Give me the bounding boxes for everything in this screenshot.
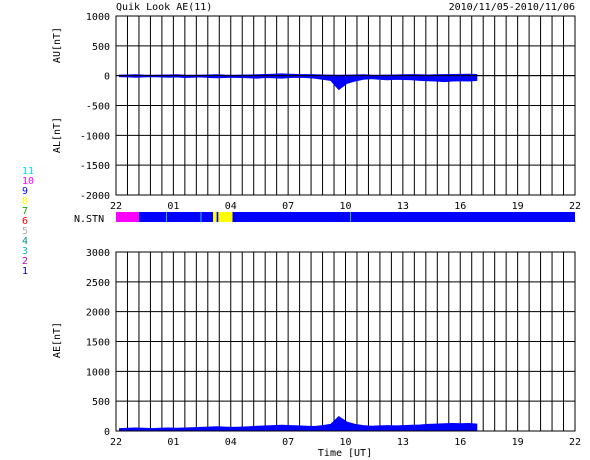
station-segment-11 (350, 212, 351, 222)
station-segment-8 (218, 212, 233, 222)
au-al-y-tick-labels: 1000 500 0 -500 -1000 -1500 -2000 (80, 12, 110, 202)
station-segment-11 (200, 212, 202, 222)
y-tick-label: 2000 (86, 308, 110, 319)
station-count-bar (116, 212, 575, 222)
station-segment-9 (166, 212, 201, 222)
y-tick-label: 0 (104, 427, 110, 438)
station-level-3: 3 (22, 246, 28, 257)
y-tick-label: 2500 (86, 278, 110, 289)
station-segment-8 (213, 212, 217, 222)
y-tick-label: 1000 (86, 12, 110, 23)
date-range: 2010/11/05-2010/11/06 (449, 2, 575, 13)
au-al-panel: 1000 500 0 -500 -1000 -1500 -2000 22 01 04 07 10 13… (52, 12, 581, 212)
station-level-4: 4 (22, 236, 28, 247)
y-tick-label: 0 (104, 72, 110, 83)
series-al-area (119, 75, 478, 91)
station-segment-9 (201, 212, 214, 222)
station-level-11: 11 (22, 166, 34, 177)
y-tick-label: -1500 (80, 161, 110, 172)
x-tick-label: 07 (282, 437, 294, 448)
ae-grid (115, 251, 576, 432)
au-al-x-tick-labels: 22 01 04 07 10 13 16 19 22 (110, 201, 581, 212)
y-tick-label: 1000 (86, 367, 110, 378)
station-level-2: 2 (22, 256, 28, 267)
station-segment-10 (116, 212, 139, 222)
station-segment-11 (166, 212, 167, 222)
y-tick-label: -500 (86, 102, 110, 113)
station-level-6: 6 (22, 216, 28, 227)
y-tick-label: 3000 (86, 248, 110, 259)
x-tick-label: 07 (282, 201, 294, 212)
x-tick-label: 22 (569, 201, 581, 212)
au-al-grid (115, 15, 576, 196)
x-tick-label: 13 (397, 437, 409, 448)
station-level-5: 5 (22, 226, 28, 237)
x-tick-label: 10 (339, 201, 351, 212)
au-al-data (116, 73, 575, 91)
x-tick-label: 01 (167, 437, 179, 448)
x-tick-label: 22 (110, 201, 122, 212)
series-ae-area (119, 416, 478, 432)
y-tick-label: -1000 (80, 131, 110, 142)
ae-x-tick-labels: 22 01 04 07 10 13 16 19 22 (110, 437, 581, 448)
x-tick-label: 04 (225, 437, 237, 448)
x-tick-label: 04 (225, 201, 237, 212)
station-segment-9 (216, 212, 219, 222)
x-tick-label: 16 (454, 201, 466, 212)
y-tick-label: 500 (92, 42, 110, 53)
station-level-10: 10 (22, 176, 34, 187)
station-level-9: 9 (22, 186, 28, 197)
x-tick-label: 22 (110, 437, 122, 448)
x-tick-label: 10 (339, 437, 351, 448)
al-axis-label: AL[nT] (52, 117, 63, 153)
station-level-1: 1 (22, 266, 28, 277)
station-level-8: 8 (22, 196, 28, 207)
station-segment-9 (350, 212, 575, 222)
ae-panel: 3000 2500 2000 1500 1000 500 0 22 01 04 07 10 13 16 1… (52, 248, 581, 448)
x-tick-label: 13 (397, 201, 409, 212)
au-axis-label: AU[nT] (52, 27, 63, 63)
station-segment-9 (138, 212, 167, 222)
y-tick-label: 1500 (86, 338, 110, 349)
station-level-7: 7 (22, 206, 28, 217)
ae-axis-label: AE[nT] (52, 322, 63, 358)
x-tick-label: 01 (167, 201, 179, 212)
plot-frame (115, 15, 576, 196)
station-count-label: N.STN (74, 214, 104, 225)
x-tick-label: 19 (512, 437, 524, 448)
y-tick-label: 500 (92, 397, 110, 408)
x-axis-label: Time [UT] (318, 448, 372, 459)
ae-y-tick-labels: 3000 2500 2000 1500 1000 500 0 (86, 248, 110, 438)
y-tick-label: -2000 (80, 191, 110, 202)
station-segment-9 (232, 212, 351, 222)
x-tick-label: 22 (569, 437, 581, 448)
x-tick-label: 19 (512, 201, 524, 212)
chart-title: Quik Look AE(11) (116, 2, 212, 13)
ae-data (116, 416, 575, 432)
x-tick-label: 16 (454, 437, 466, 448)
